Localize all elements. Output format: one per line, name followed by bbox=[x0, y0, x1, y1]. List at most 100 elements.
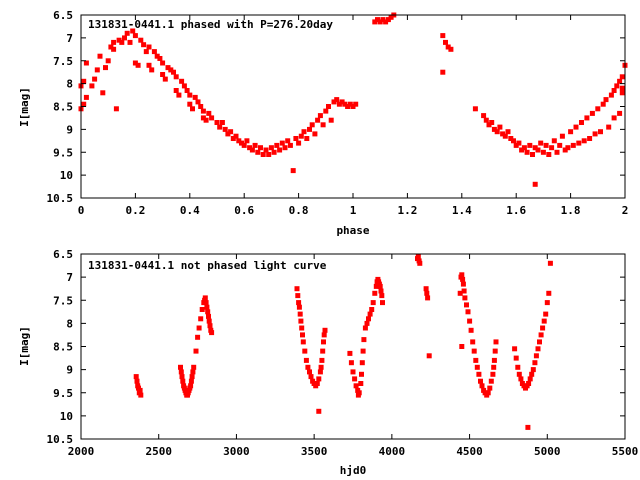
unphased-x-tick-label: 2000 bbox=[68, 445, 95, 458]
unphased-data-point bbox=[526, 381, 532, 386]
phased-data-point bbox=[258, 145, 263, 151]
phased-data-point bbox=[301, 129, 307, 135]
phased-data-point bbox=[347, 101, 353, 107]
phased-x-tick-label: 1.2 bbox=[397, 204, 417, 217]
unphased-data-point bbox=[359, 371, 364, 377]
unphased-data-point bbox=[193, 348, 199, 354]
unphased-data-point bbox=[188, 383, 194, 389]
unphased-y-tick-label: 8.5 bbox=[53, 341, 73, 354]
unphased-data-point bbox=[179, 374, 185, 380]
phased-y-axis-label: I[mag] bbox=[18, 87, 31, 127]
phased-data-point bbox=[595, 106, 601, 112]
unphased-data-point bbox=[538, 332, 544, 338]
phased-data-point bbox=[532, 145, 538, 151]
unphased-data-point bbox=[199, 307, 205, 312]
phased-data-point bbox=[320, 122, 326, 128]
phased-data-point bbox=[135, 62, 141, 68]
phased-data-point bbox=[124, 30, 130, 36]
phased-data-point bbox=[219, 120, 225, 125]
phased-data-point bbox=[271, 149, 277, 155]
unphased-data-point bbox=[321, 332, 327, 338]
phased-x-tick-label: 2 bbox=[622, 204, 629, 217]
unphased-data-point bbox=[525, 424, 531, 430]
phased-data-point bbox=[619, 74, 625, 80]
unphased-data-point bbox=[417, 260, 423, 266]
phased-data-point bbox=[105, 58, 111, 64]
unphased-data-point bbox=[532, 360, 538, 366]
phased-data-point bbox=[160, 60, 166, 66]
unphased-data-point bbox=[134, 378, 140, 384]
phased-data-point bbox=[581, 138, 587, 144]
unphased-data-point bbox=[347, 350, 353, 356]
unphased-data-point bbox=[546, 290, 552, 296]
phased-data-point bbox=[448, 46, 454, 52]
phased-data-point bbox=[130, 28, 136, 34]
phased-data-point bbox=[592, 131, 598, 137]
unphased-data-point bbox=[465, 309, 471, 315]
phased-y-tick-label: 8 bbox=[66, 78, 73, 91]
unphased-axis-ticks: 2000 2500 3000 3500 4000 4500 5000 5500 6.5 7 7.5 8… bbox=[47, 248, 639, 458]
unphased-data-point bbox=[460, 281, 466, 287]
phased-data-point bbox=[472, 106, 478, 112]
phased-x-tick-label: 0.2 bbox=[125, 204, 145, 217]
unphased-data-point bbox=[300, 332, 305, 338]
phased-data-point bbox=[149, 67, 155, 73]
unphased-data-point bbox=[426, 353, 432, 359]
unphased-data-point bbox=[360, 348, 366, 354]
unphased-data-point bbox=[303, 357, 309, 363]
unphased-data-point bbox=[467, 318, 473, 324]
unphased-data-point bbox=[206, 318, 212, 324]
phased-data-point bbox=[298, 133, 304, 139]
phased-data-point bbox=[521, 145, 527, 151]
unphased-y-tick-label: 7.5 bbox=[53, 294, 73, 307]
phased-data-point bbox=[307, 126, 312, 132]
phased-data-point bbox=[315, 117, 321, 123]
phased-data-point bbox=[519, 147, 525, 153]
phased-data-point bbox=[192, 94, 198, 100]
phased-data-point bbox=[527, 142, 533, 148]
phased-data-point bbox=[290, 168, 296, 174]
unphased-data-point bbox=[305, 364, 311, 370]
phased-data-point bbox=[443, 39, 448, 45]
unphased-x-tick-label: 2500 bbox=[145, 445, 172, 458]
phased-data-point bbox=[81, 101, 87, 107]
phased-data-point bbox=[160, 72, 166, 77]
phased-data-point bbox=[546, 152, 552, 157]
unphased-data-point bbox=[308, 374, 314, 380]
phased-data-point bbox=[206, 110, 212, 116]
unphased-data-point bbox=[515, 364, 521, 370]
phased-data-point bbox=[532, 181, 538, 187]
phased-data-point bbox=[296, 140, 302, 146]
phased-data-point bbox=[151, 49, 157, 55]
phased-data-point bbox=[268, 145, 274, 151]
unphased-data-point bbox=[133, 374, 139, 380]
phased-data-point bbox=[489, 120, 495, 125]
phased-data-point bbox=[228, 129, 234, 135]
unphased-data-point bbox=[464, 302, 469, 308]
phased-data-point bbox=[162, 76, 168, 82]
phased-data-point bbox=[176, 92, 182, 98]
unphased-data-point bbox=[207, 323, 213, 329]
phased-data-point bbox=[375, 17, 380, 23]
unphased-data-point bbox=[358, 381, 364, 386]
unphased-data-point bbox=[318, 364, 324, 370]
phased-y-tick-label: 6.5 bbox=[53, 9, 73, 22]
phased-data-point bbox=[608, 92, 614, 98]
phased-data-point bbox=[511, 138, 516, 144]
phased-data-point bbox=[619, 85, 625, 91]
phased-data-point bbox=[513, 142, 519, 148]
phased-data-point bbox=[600, 101, 606, 107]
phased-data-point bbox=[116, 37, 122, 43]
phased-data-point bbox=[260, 152, 266, 157]
phased-data-point bbox=[119, 39, 125, 45]
phased-data-point bbox=[157, 56, 163, 61]
unphased-data-point bbox=[540, 325, 546, 331]
unphased-data-point bbox=[425, 295, 431, 301]
unphased-data-point bbox=[188, 378, 194, 384]
phased-data-point bbox=[535, 147, 541, 153]
phased-data-point bbox=[611, 115, 617, 121]
phased-data-point bbox=[377, 19, 383, 25]
phased-data-point bbox=[383, 19, 389, 25]
phased-data-point bbox=[304, 136, 310, 141]
